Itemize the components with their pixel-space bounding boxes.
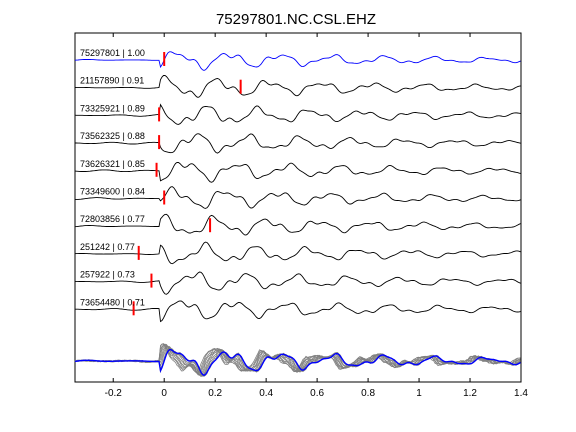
- trace-label-9: 257922 | 0.73: [80, 270, 135, 280]
- trace-label-5: 73626321 | 0.85: [80, 159, 145, 169]
- trace-label-group: 75297801 | 1.00 21157890 | 0.91 73325921 |…: [80, 48, 145, 307]
- trace-5: [74, 161, 521, 183]
- chart-title: 75297801.NC.CSL.EHZ: [216, 11, 376, 28]
- trace-label-4: 73562325 | 0.88: [80, 131, 145, 141]
- stacked-overlay-group: [74, 343, 521, 377]
- pick-marker-group: [132, 52, 242, 316]
- stack-reference-trace: [74, 349, 521, 377]
- trace-group: [74, 51, 521, 323]
- x-tick-label: 1.2: [463, 388, 477, 399]
- trace-2: [74, 74, 521, 98]
- stack-trace-10: [74, 343, 521, 373]
- x-tick-label: 0: [161, 388, 167, 399]
- trace-label-8: 251242 | 0.77: [80, 242, 135, 252]
- x-tick-label: 0.6: [310, 388, 324, 399]
- trace-label-1: 75297801 | 1.00: [80, 48, 145, 58]
- trace-label-10: 73654480 | 0.71: [80, 297, 145, 307]
- trace-label-2: 21157890 | 0.91: [80, 76, 144, 86]
- x-tick-label: -0.2: [105, 388, 123, 399]
- trace-label-7: 72803856 | 0.77: [80, 214, 145, 224]
- trace-4: [75, 133, 521, 154]
- x-tick-label: 0.4: [259, 388, 273, 399]
- x-tick-label: 1: [416, 388, 422, 399]
- trace-1: [74, 51, 521, 71]
- trace-10: [75, 300, 521, 323]
- trace-label-6: 73349600 | 0.84: [80, 187, 145, 197]
- trace-label-3: 73325921 | 0.89: [80, 103, 145, 113]
- x-tick-label: 0.8: [361, 388, 375, 399]
- trace-3: [74, 103, 521, 125]
- trace-8: [74, 241, 521, 265]
- x-axis: -0.2 0 0.2 0.4 0.6 0.8 1 1.2 1.4: [105, 33, 528, 399]
- x-tick-label: 0.2: [208, 388, 222, 399]
- trace-9: [75, 271, 521, 295]
- x-tick-label: 1.4: [514, 388, 528, 399]
- trace-7: [74, 213, 521, 236]
- plot-frame: [74, 32, 522, 383]
- trace-6: [75, 186, 521, 209]
